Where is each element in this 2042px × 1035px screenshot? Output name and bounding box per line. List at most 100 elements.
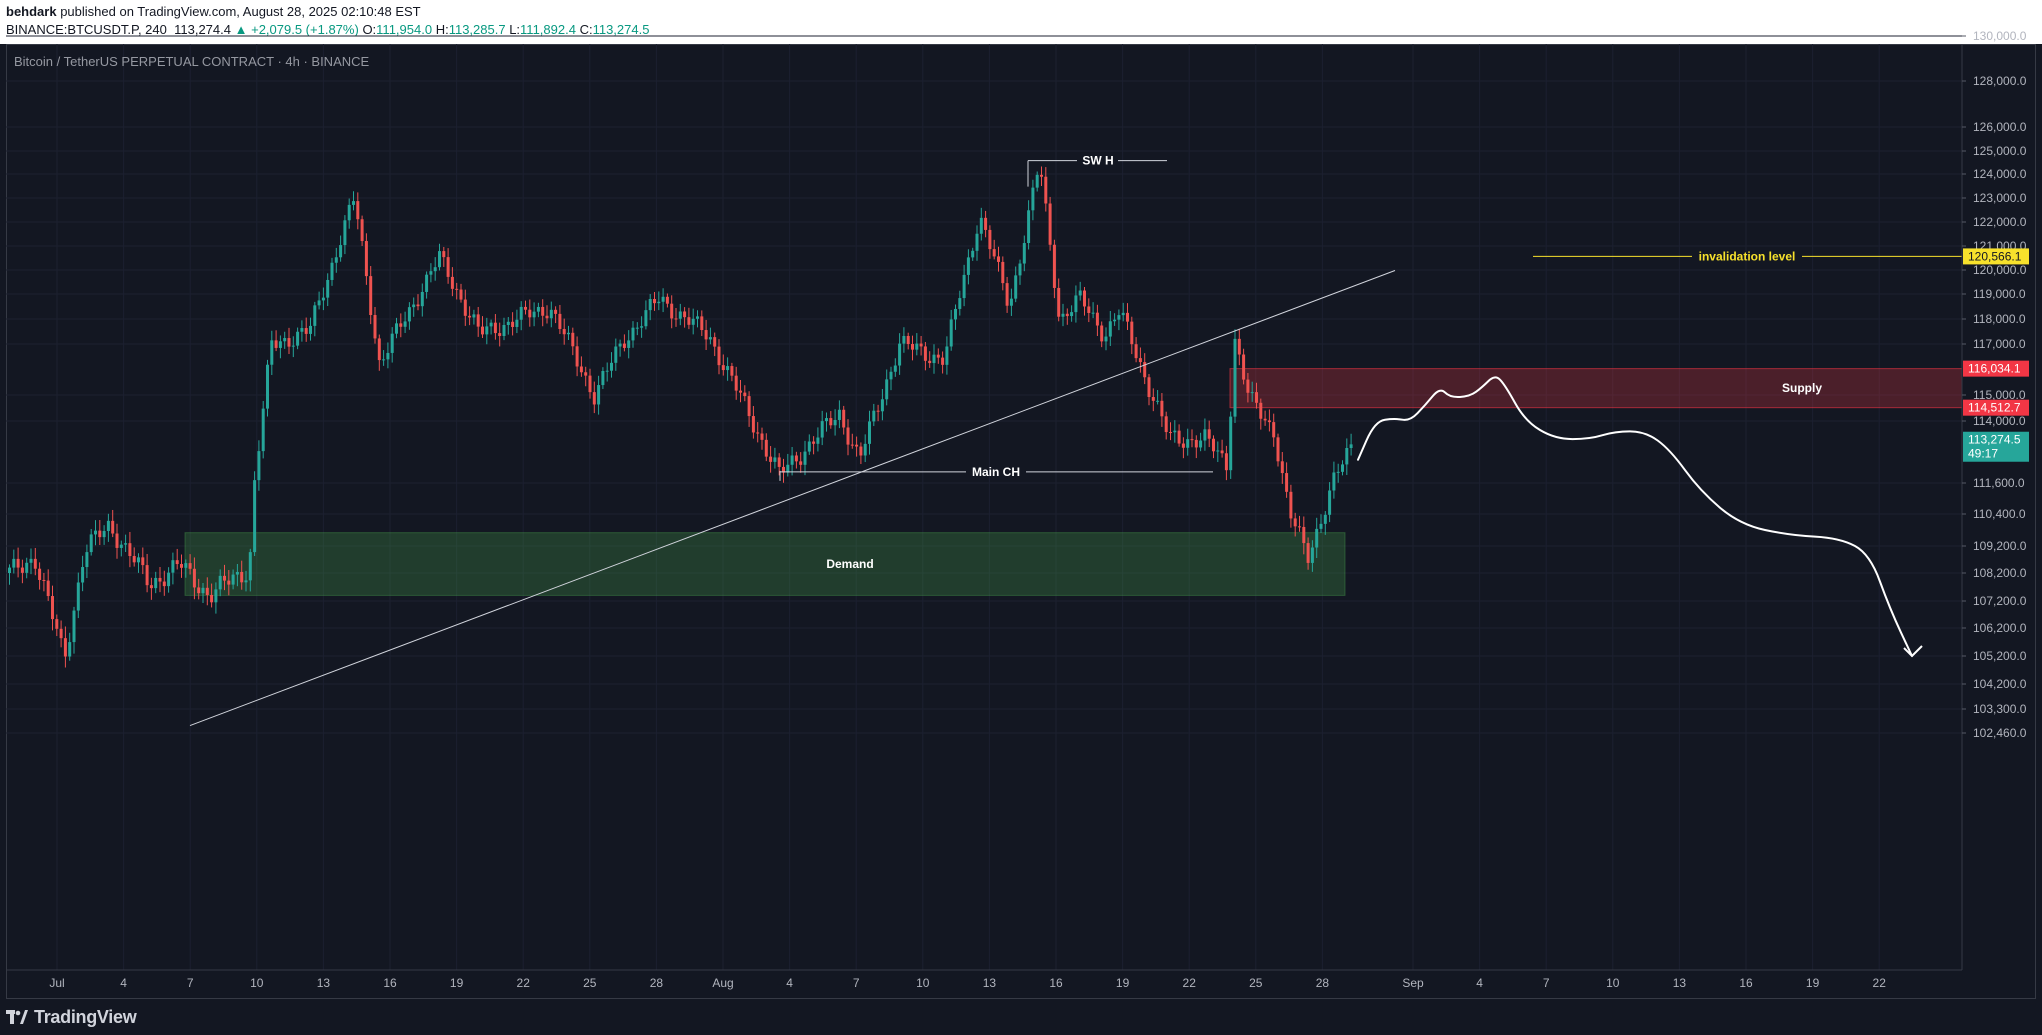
candle-body [846, 427, 850, 445]
invalidation-price-tag[interactable] [1963, 248, 2029, 265]
candle-body [945, 346, 949, 365]
candle-body [713, 337, 717, 347]
drawings: SW H Main CH invalidation level [189, 154, 1962, 727]
candle-body [941, 357, 945, 365]
candle-body [1100, 325, 1104, 342]
candle-body [734, 375, 738, 391]
candle-body [829, 418, 833, 426]
low-label: L: [509, 22, 521, 37]
close-value: 113,274.5 [592, 22, 650, 37]
candle-body [261, 408, 265, 452]
author-name[interactable]: behdark [6, 4, 57, 19]
price-tick-label: 120,000.0 [1973, 263, 2027, 277]
candle-body [962, 274, 966, 299]
candle-body [610, 362, 613, 371]
candle-body [1138, 358, 1142, 363]
chart-frame[interactable] [6, 44, 2036, 999]
candle-body [524, 306, 527, 310]
candle-body [919, 343, 923, 347]
invalidation-label: invalidation level [1699, 249, 1796, 263]
price-axis[interactable]: 130,000.0 128,000.0 126,000.0 125,000.0 124,… [1961, 29, 2029, 970]
candle-body [33, 558, 37, 569]
candle-body [1121, 312, 1125, 316]
candle-body [188, 563, 192, 569]
grid [6, 35, 1962, 970]
candle-body [1336, 471, 1340, 473]
candle-body [597, 385, 601, 405]
candle-body [1220, 450, 1224, 454]
time-tick-label: 16 [383, 976, 397, 990]
tradingview-logo[interactable]: TradingView [6, 1007, 137, 1028]
swing-high-label: SW H [1082, 154, 1113, 168]
candle-body [958, 298, 962, 309]
candle-body [352, 201, 355, 205]
demand-zone [184, 532, 1346, 596]
candle-body [700, 316, 704, 331]
candle-body [1319, 523, 1323, 529]
candle-body [704, 330, 708, 340]
demand-label: Demand [826, 557, 873, 571]
candle-body [20, 567, 24, 573]
candle-body [481, 326, 484, 335]
invalidation-price-tag-text: 120,566.1 [1968, 249, 2022, 263]
candle-body [687, 317, 691, 325]
candle-body [863, 443, 867, 456]
candle-body [979, 217, 983, 234]
supply-top-price-tag[interactable] [1963, 360, 2029, 377]
candle-body [76, 582, 80, 611]
candle-body [1070, 312, 1074, 317]
candle-body [902, 335, 906, 344]
candle-body [837, 409, 841, 420]
candle-body [975, 233, 979, 251]
candle-body [850, 444, 854, 446]
candle-body [751, 416, 755, 433]
candle-body [1061, 313, 1065, 317]
candle-body [777, 457, 781, 467]
candle-body [769, 456, 773, 462]
candle-body [1052, 244, 1056, 288]
candle-body [1143, 362, 1147, 378]
candle-body [825, 418, 828, 422]
time-tick-label: 4 [1476, 976, 1483, 990]
candle-body [1224, 453, 1228, 471]
candle-body [644, 310, 648, 327]
time-tick-label: 22 [1873, 976, 1887, 990]
time-axis[interactable]: Jul 4 7 10 13 16 19 22 25 28 Aug 4 7 10 13 16 19 22 25 28 Se… [6, 969, 1962, 990]
time-tick-label: 13 [317, 976, 331, 990]
open-label: O: [362, 22, 377, 37]
candle-body [1310, 547, 1314, 563]
candle-body [691, 318, 695, 325]
candle-body [932, 354, 936, 364]
candle-body [971, 250, 975, 258]
candle-body [416, 304, 420, 307]
candle-body [326, 279, 330, 298]
time-tick-label: 10 [916, 976, 930, 990]
supply-bottom-price-tag[interactable] [1963, 399, 2029, 416]
candle-body [1087, 306, 1091, 313]
price-tick-label: 117,000.0 [1973, 337, 2026, 351]
candle-body [25, 562, 29, 573]
price-tick-label: 126,000.0 [1973, 120, 2027, 134]
candle-body [137, 557, 140, 563]
price-tick-label: 102,460.0 [1973, 726, 2027, 740]
candle-body [915, 343, 919, 350]
candle-body [433, 267, 437, 272]
candle-body [1040, 174, 1043, 177]
candle-body [966, 257, 970, 275]
candle-body [614, 346, 618, 363]
candle-body [575, 346, 579, 367]
last-price-tag[interactable] [1963, 431, 2029, 462]
candle-body [270, 340, 274, 365]
candle-body [511, 321, 515, 327]
candle-body [1031, 187, 1035, 211]
time-tick-label: 16 [1739, 976, 1753, 990]
time-tick-label: 4 [120, 976, 127, 990]
time-tick-label: 4 [786, 976, 793, 990]
time-tick-label: 10 [250, 976, 264, 990]
last-price: 113,274.4 [174, 22, 231, 37]
candle-body [1130, 321, 1134, 345]
candle-body [1293, 518, 1297, 527]
candle-body [390, 333, 394, 353]
candle-body [472, 314, 476, 318]
